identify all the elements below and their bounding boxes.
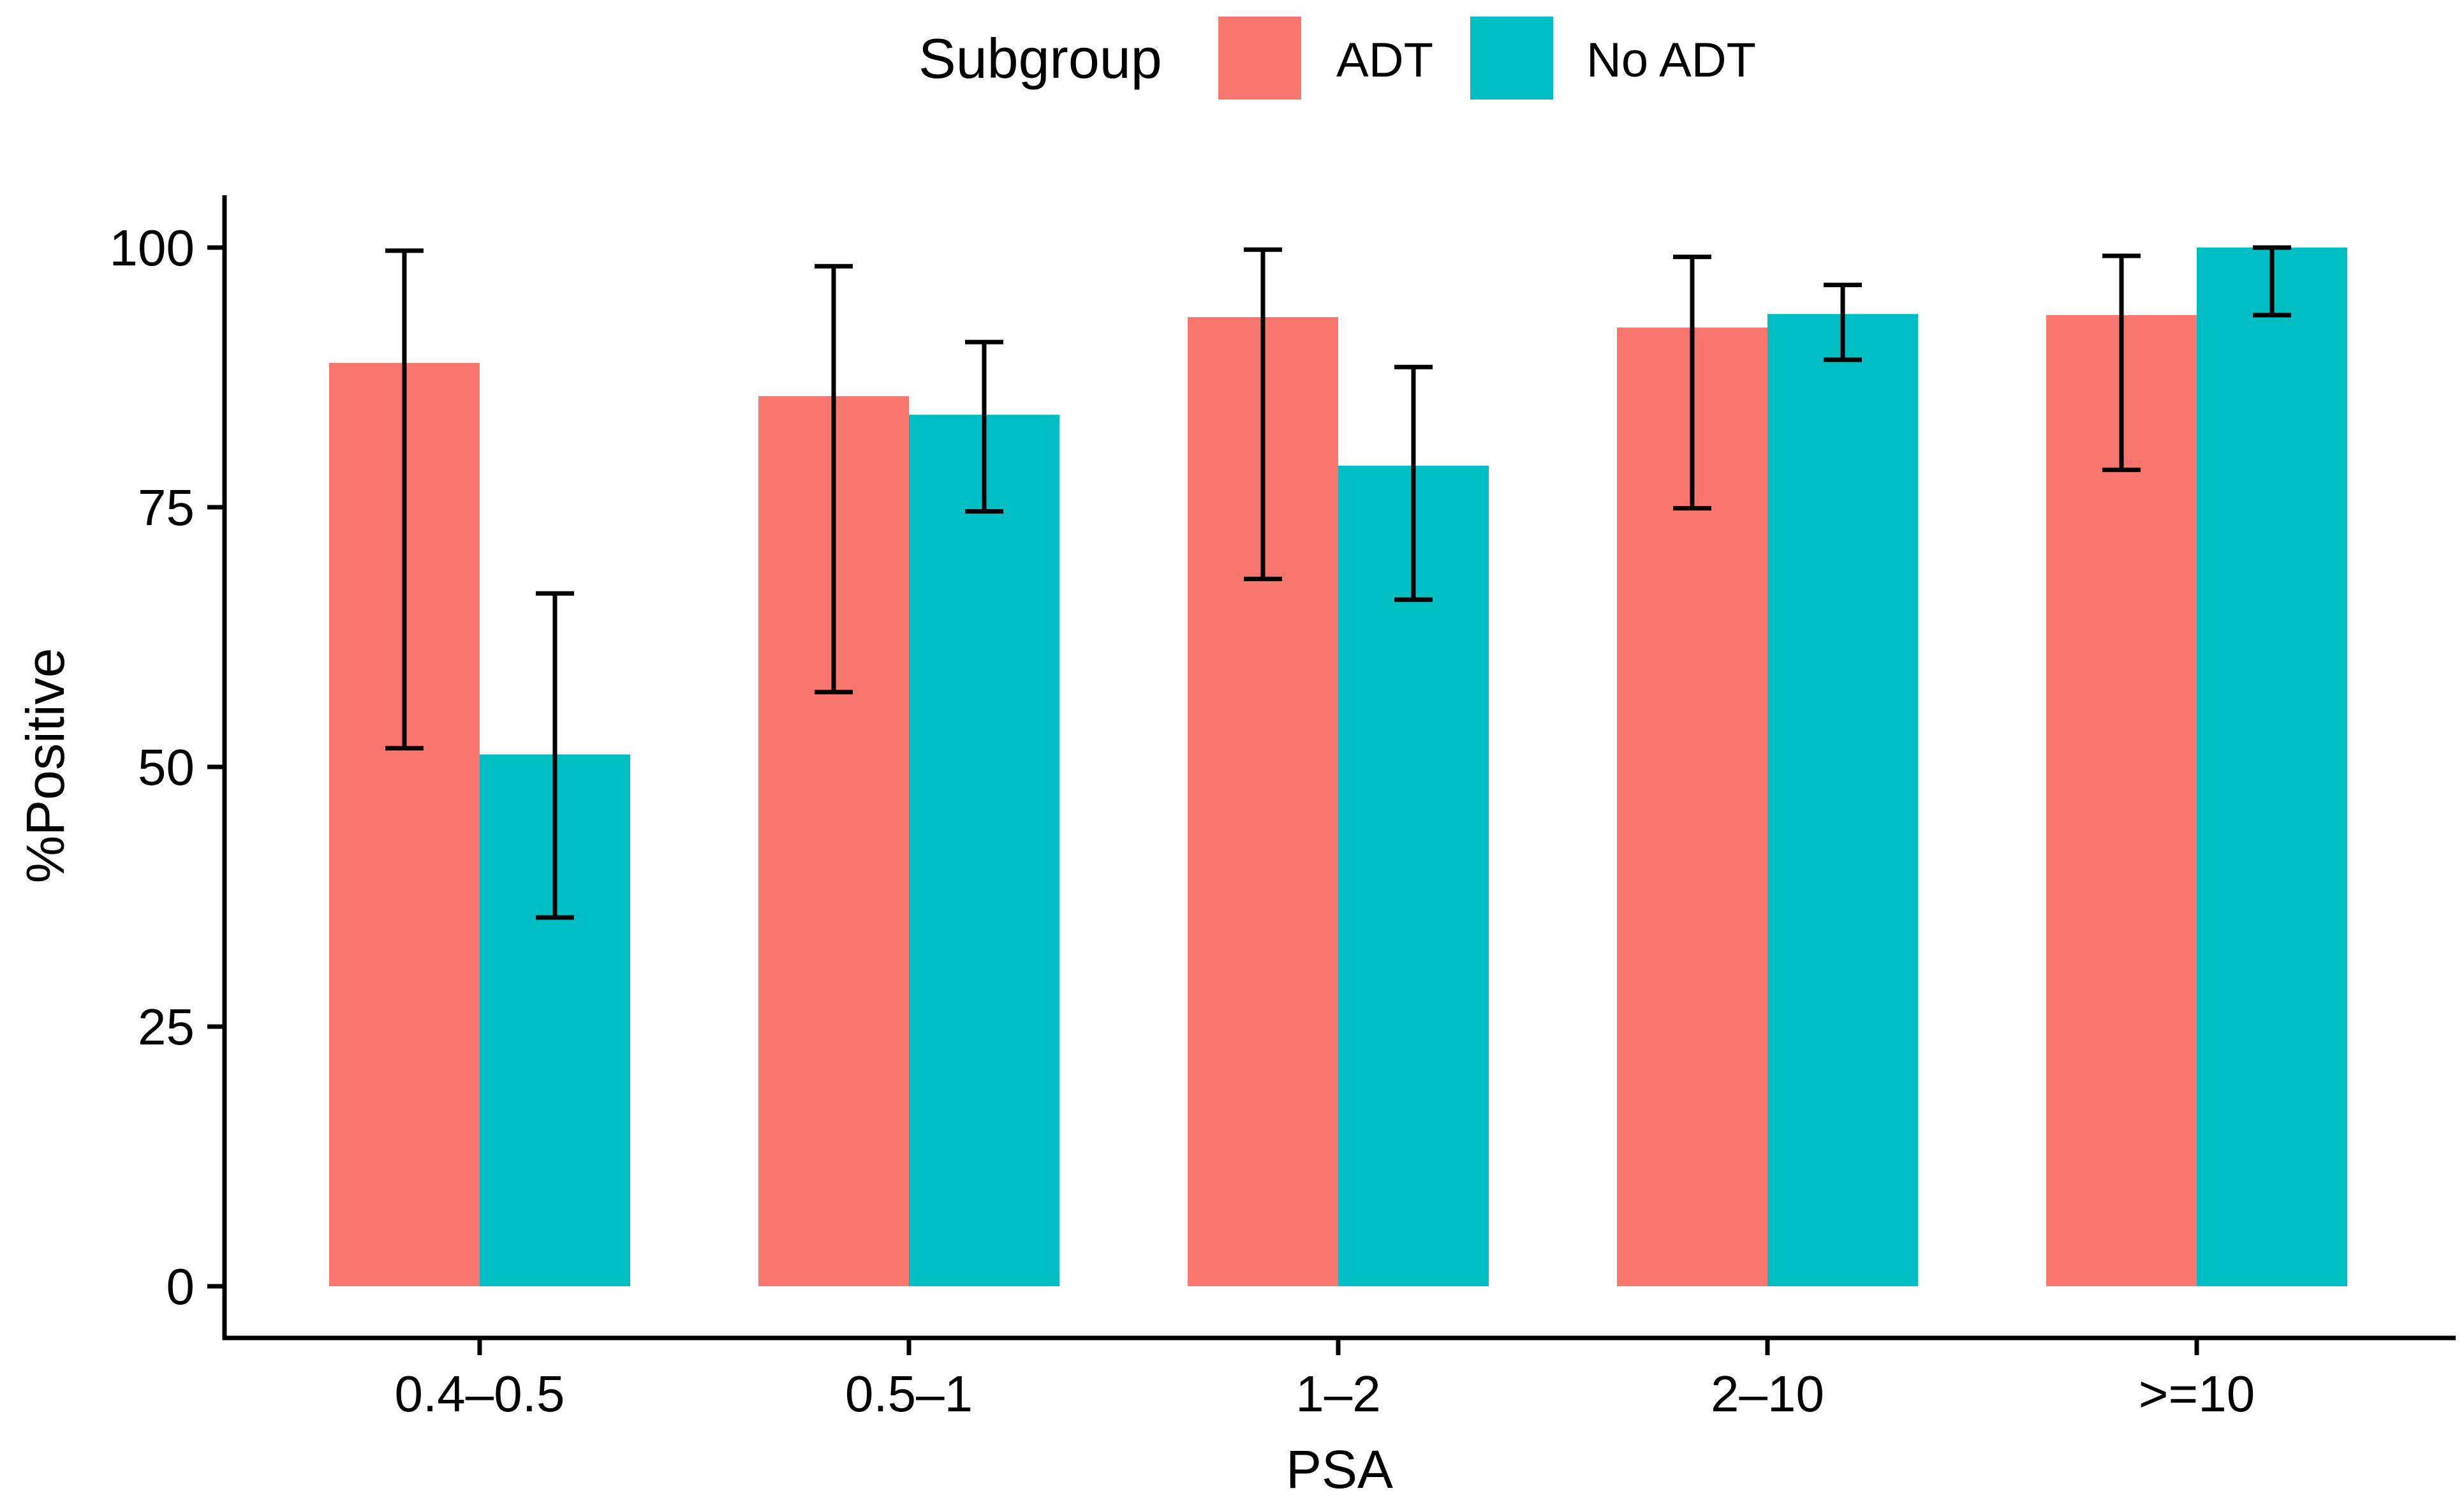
x-tick-label: 2–10 xyxy=(1711,1365,1824,1422)
x-tick-label: 1–2 xyxy=(1295,1365,1380,1422)
y-tick-label: 75 xyxy=(138,479,195,536)
x-tick-label: 0.4–0.5 xyxy=(395,1365,565,1422)
x-tick-label: 0.5–1 xyxy=(845,1365,973,1422)
legend-title: Subgroup xyxy=(918,27,1162,90)
y-tick-label: 25 xyxy=(138,999,195,1055)
legend-label-adt: ADT xyxy=(1336,33,1433,87)
legend-key-no-adt xyxy=(1470,17,1553,100)
legend-label-no-adt: No ADT xyxy=(1586,33,1756,87)
bar-no-adt xyxy=(1338,465,1489,1286)
y-tick-label: 100 xyxy=(110,219,195,276)
legend: Subgroup ADT No ADT xyxy=(918,17,1756,100)
x-tick-label: >=10 xyxy=(2139,1365,2255,1422)
bar-adt xyxy=(2046,315,2197,1286)
y-tick-label: 50 xyxy=(138,739,195,796)
bar-no-adt xyxy=(1767,314,1918,1286)
y-tick-label: 0 xyxy=(166,1258,195,1315)
bar-no-adt xyxy=(909,415,1059,1287)
y-axis-title: %Positive xyxy=(15,648,75,884)
plot-area xyxy=(329,245,2347,1287)
x-axis-title: PSA xyxy=(1286,1439,1393,1499)
bar-no-adt xyxy=(2197,248,2347,1286)
legend-key-adt xyxy=(1218,17,1301,100)
